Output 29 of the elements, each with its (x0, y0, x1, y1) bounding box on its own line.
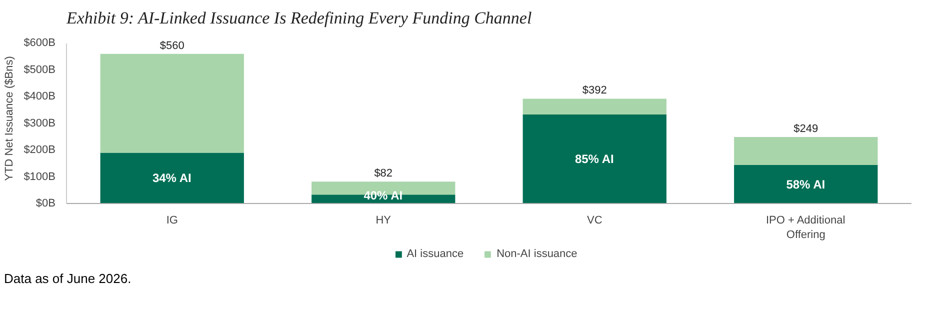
y-tick-label: $0B (36, 198, 56, 210)
bar (522, 114, 666, 204)
bar (100, 54, 244, 153)
bar (100, 152, 244, 204)
annotation: 85% AI (574, 152, 614, 166)
y-tick-label: $200B (24, 144, 56, 156)
x-tick-label: IG (166, 214, 178, 226)
y-tick-label: $100B (24, 170, 56, 183)
text: Data as of June 2026. (4, 270, 132, 288)
total-label: $392 (582, 84, 607, 97)
bar (522, 98, 666, 114)
total-label: $82 (374, 168, 393, 180)
total-label: $249 (794, 122, 818, 135)
y-tick-label: $600B (24, 37, 56, 50)
chart-title: Exhibit 9: AI-Linked Issuance Is Redefining Every Funding Channel (66, 8, 532, 28)
y-tick-label: $400B (24, 90, 56, 103)
bar (734, 136, 878, 166)
x-tick-label: VC (586, 214, 602, 226)
x-tick-label: HY (376, 214, 392, 226)
x-tick-label: IPO + Additional Offering (766, 214, 846, 241)
y-tick-label: $300B (24, 117, 56, 130)
total-label: $560 (160, 40, 184, 52)
y-axis-title: YTD Net Issuance ($Bns) (4, 56, 16, 181)
annotation: 34% AI (152, 171, 192, 186)
annotation: 58% AI (786, 177, 826, 192)
y-tick-label: $500B (24, 64, 56, 76)
legend-label: Non-AI issuance (496, 248, 578, 260)
legend-label: AI issuance (406, 248, 464, 260)
bar (734, 165, 878, 204)
